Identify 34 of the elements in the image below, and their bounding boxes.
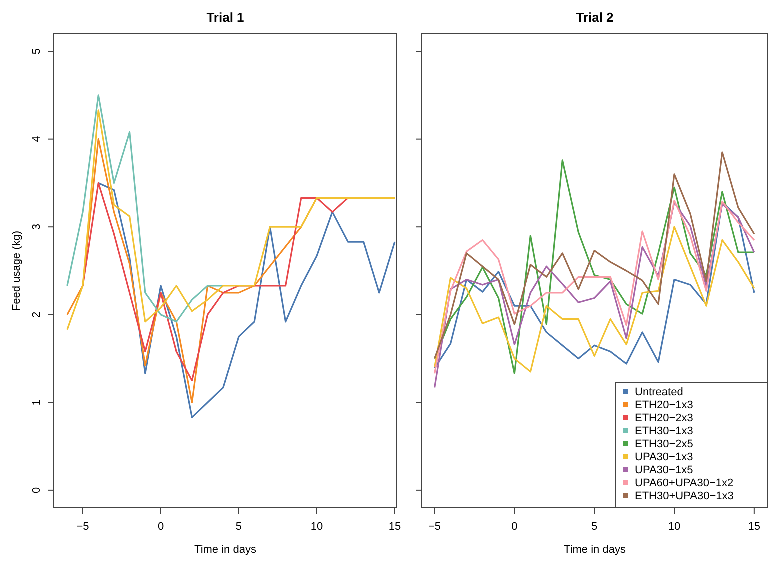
legend-label: UPA60+UPA30−1x2	[635, 478, 734, 490]
line-series	[82, 182, 349, 382]
y-axis-title: Feed usage (kg)	[11, 230, 23, 312]
y-tick-label: 3	[31, 224, 43, 230]
x-axis-title: Time in days	[564, 544, 626, 556]
line-series	[98, 182, 396, 418]
y-tick-label: 4	[31, 136, 43, 142]
legend-label: UPA30−1x3	[635, 452, 694, 464]
legend-label: ETH30−1x3	[635, 426, 694, 438]
x-tick-label: 5	[592, 521, 598, 533]
x-tick-label: 0	[512, 521, 518, 533]
chart-title: Trial 1	[206, 10, 244, 25]
y-tick-label: 1	[31, 400, 43, 406]
x-tick-label: −5	[76, 521, 90, 533]
x-tick-label: 15	[388, 521, 402, 533]
legend-label: Untreated	[635, 386, 684, 398]
legend-label: ETH30−2x5	[635, 438, 694, 450]
legend-label: ETH30+UPA30−1x3	[635, 490, 734, 502]
legend-label: ETH20−1x3	[635, 400, 694, 412]
line-series	[66, 110, 396, 331]
y-tick-label: 2	[31, 312, 43, 318]
y-tick-label: 0	[31, 487, 43, 494]
x-tick-label: 5	[236, 521, 242, 533]
legend-label: ETH20−2x3	[635, 412, 694, 424]
line-series	[66, 94, 224, 323]
y-tick-label: 5	[31, 48, 43, 55]
x-tick-label: 10	[310, 521, 324, 533]
x-tick-label: 10	[668, 521, 681, 533]
legend-label: UPA30−1x5	[635, 464, 694, 476]
x-tick-label: 0	[158, 521, 164, 533]
chart-title: Trial 2	[576, 10, 614, 25]
x-axis-title: Time in days	[194, 544, 257, 556]
x-tick-label: 15	[748, 521, 761, 533]
x-tick-label: −5	[428, 521, 442, 533]
